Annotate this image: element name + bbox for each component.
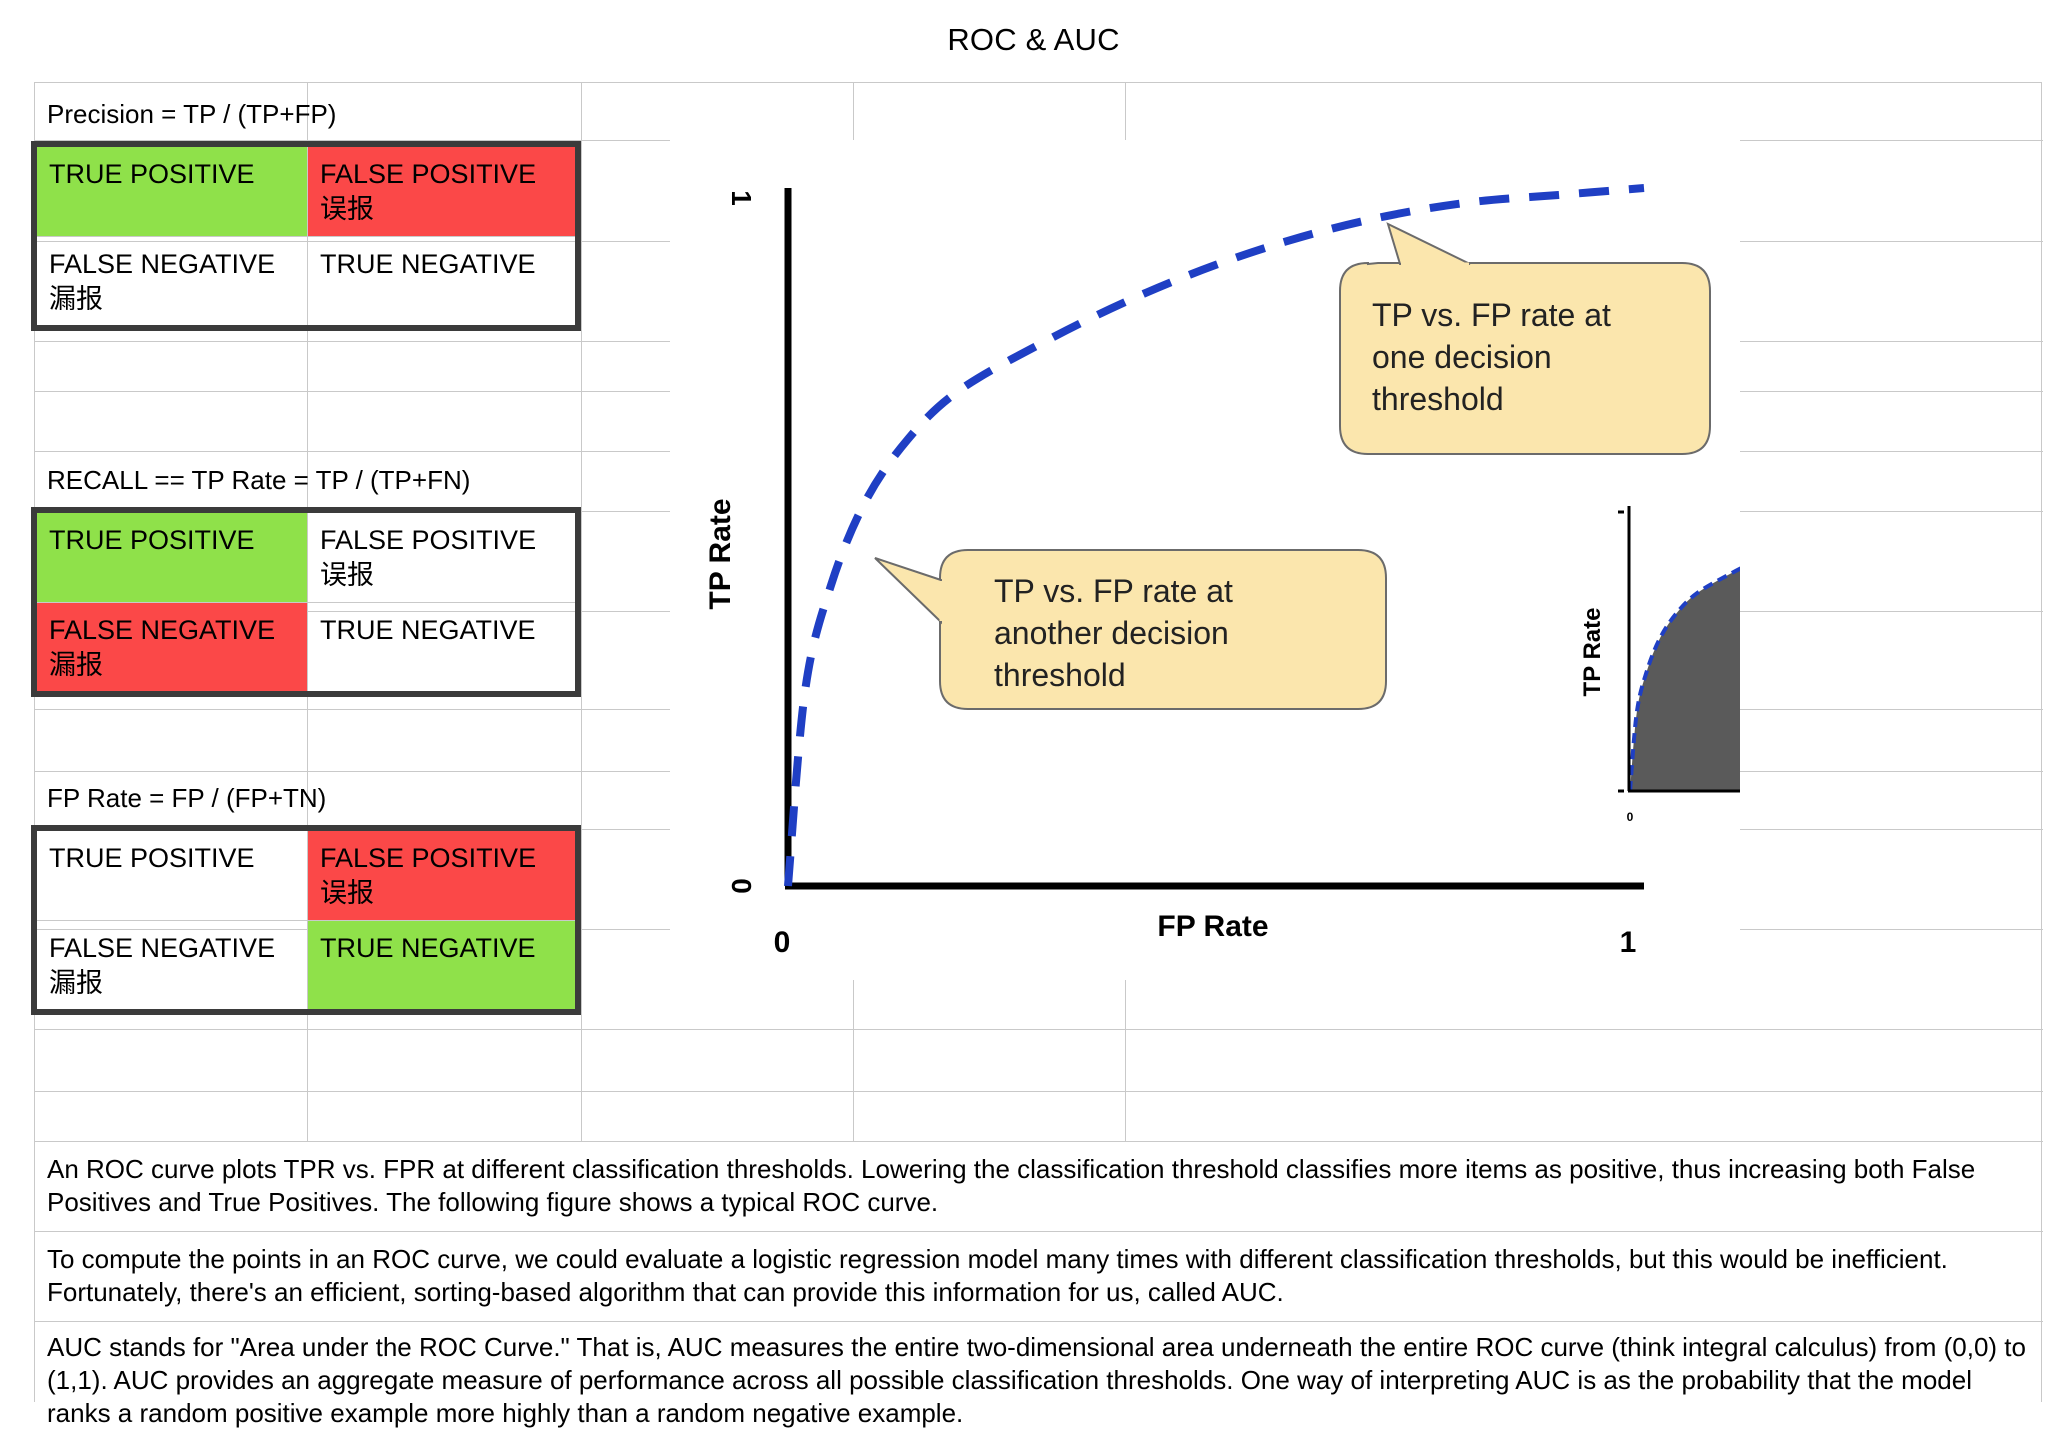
auc-inset: 0 1 FP Rate TP Rate [1579, 506, 1740, 826]
x-tick-label: 1 [1620, 926, 1637, 959]
cell-label: FALSE POSITIVE [320, 843, 536, 873]
callout-pointer [1388, 224, 1470, 264]
cell-label: FALSE POSITIVE [320, 159, 536, 189]
cell-sublabel: 漏报 [49, 966, 307, 1001]
cell-label: FALSE NEGATIVE [49, 615, 275, 645]
cell-false-negative: FALSE NEGATIVE 漏报 [37, 236, 307, 325]
recall-formula: RECALL == TP Rate = TP / (TP+FN) [47, 465, 470, 496]
cell-false-positive: FALSE POSITIVE 误报 [307, 147, 575, 236]
callout-line: another decision [994, 615, 1229, 651]
paragraph-compute: To compute the points in an ROC curve, w… [47, 1243, 2027, 1309]
cell-true-negative: TRUE NEGATIVE [307, 920, 575, 1009]
precision-matrix: TRUE POSITIVE FALSE POSITIVE 误报 FALSE NEG… [31, 141, 581, 331]
cell-sublabel: 漏报 [49, 282, 307, 317]
cell-label: FALSE POSITIVE [320, 525, 536, 555]
roc-chart-svg: 1 0 0 1 FP Rate TP Rate TP vs. FP rate a… [670, 140, 1740, 980]
callout-line: threshold [1372, 381, 1504, 417]
x-tick-label: 0 [774, 926, 791, 959]
cell-false-positive: FALSE POSITIVE 误报 [307, 513, 575, 602]
cell-label: FALSE NEGATIVE [49, 933, 275, 963]
y-tick-label: 0 [726, 878, 757, 894]
grid-line [35, 1091, 2043, 1092]
inset-y-axis-label: TP Rate [1579, 608, 1606, 697]
cell-true-negative: TRUE NEGATIVE [307, 602, 575, 691]
cell-false-negative: FALSE NEGATIVE 漏报 [37, 920, 307, 1009]
page-title: ROC & AUC [0, 22, 2067, 58]
cell-true-negative: TRUE NEGATIVE [307, 236, 575, 325]
cell-sublabel: 误报 [320, 558, 575, 593]
fprate-formula: FP Rate = FP / (FP+TN) [47, 783, 326, 814]
precision-formula: Precision = TP / (TP+FP) [47, 99, 336, 130]
auc-area [1630, 512, 1740, 791]
cell-true-positive: TRUE POSITIVE [37, 147, 307, 236]
cell-label: TRUE NEGATIVE [320, 933, 536, 963]
cell-label: TRUE POSITIVE [49, 159, 255, 189]
grid-line [581, 83, 582, 1141]
grid-line [35, 1141, 2043, 1142]
callout-pointer [875, 558, 941, 622]
y-tick-label: 1 [726, 190, 757, 206]
cell-sublabel: 误报 [320, 192, 575, 227]
x-axis-label: FP Rate [1157, 910, 1268, 943]
cell-sublabel: 漏报 [49, 648, 307, 683]
paragraph-auc: AUC stands for "Area under the ROC Curve… [47, 1331, 2027, 1430]
grid-line [35, 1231, 2043, 1232]
cell-true-positive: TRUE POSITIVE [37, 831, 307, 920]
cell-false-positive: FALSE POSITIVE 误报 [307, 831, 575, 920]
fprate-matrix: TRUE POSITIVE FALSE POSITIVE 误报 FALSE NEG… [31, 825, 581, 1015]
callout-line: one decision [1372, 339, 1552, 375]
cell-true-positive: TRUE POSITIVE [37, 513, 307, 602]
callout-line: TP vs. FP rate at [994, 573, 1233, 609]
inset-x-tick-label: 0 [1627, 810, 1634, 824]
paragraph-roc: An ROC curve plots TPR vs. FPR at differ… [47, 1153, 2027, 1219]
cell-label: TRUE POSITIVE [49, 525, 255, 555]
callout-line: TP vs. FP rate at [1372, 297, 1611, 333]
cell-label: TRUE POSITIVE [49, 843, 255, 873]
cell-label: TRUE NEGATIVE [320, 615, 536, 645]
grid-line [35, 1029, 2043, 1030]
cell-label: FALSE NEGATIVE [49, 249, 275, 279]
cell-label: TRUE NEGATIVE [320, 249, 536, 279]
callout-line: threshold [994, 657, 1126, 693]
grid-line [35, 1321, 2043, 1322]
cell-sublabel: 误报 [320, 876, 575, 911]
y-axis-label: TP Rate [704, 498, 737, 609]
recall-matrix: TRUE POSITIVE FALSE POSITIVE 误报 FALSE NEG… [31, 507, 581, 697]
cell-false-negative: FALSE NEGATIVE 漏报 [37, 602, 307, 691]
roc-figure: 1 0 0 1 FP Rate TP Rate TP vs. FP rate a… [670, 140, 1740, 980]
